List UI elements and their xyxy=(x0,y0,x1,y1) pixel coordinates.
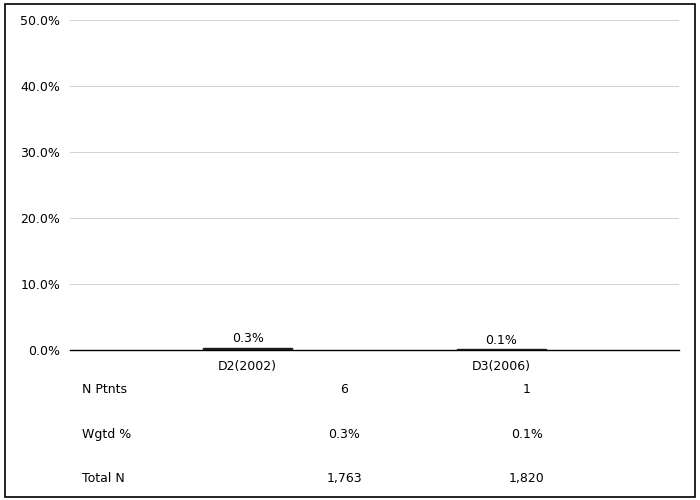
Text: Wgtd %: Wgtd % xyxy=(82,428,132,441)
Text: 1: 1 xyxy=(523,383,531,396)
Bar xyxy=(203,348,292,350)
Text: 0.1%: 0.1% xyxy=(485,334,517,346)
Text: 1,763: 1,763 xyxy=(326,472,362,486)
Text: 0.1%: 0.1% xyxy=(511,428,542,441)
Text: 0.3%: 0.3% xyxy=(232,332,264,345)
Text: 0.3%: 0.3% xyxy=(328,428,360,441)
Text: Total N: Total N xyxy=(82,472,125,486)
Text: N Ptnts: N Ptnts xyxy=(82,383,127,396)
Text: 6: 6 xyxy=(340,383,348,396)
Text: 1,820: 1,820 xyxy=(509,472,545,486)
